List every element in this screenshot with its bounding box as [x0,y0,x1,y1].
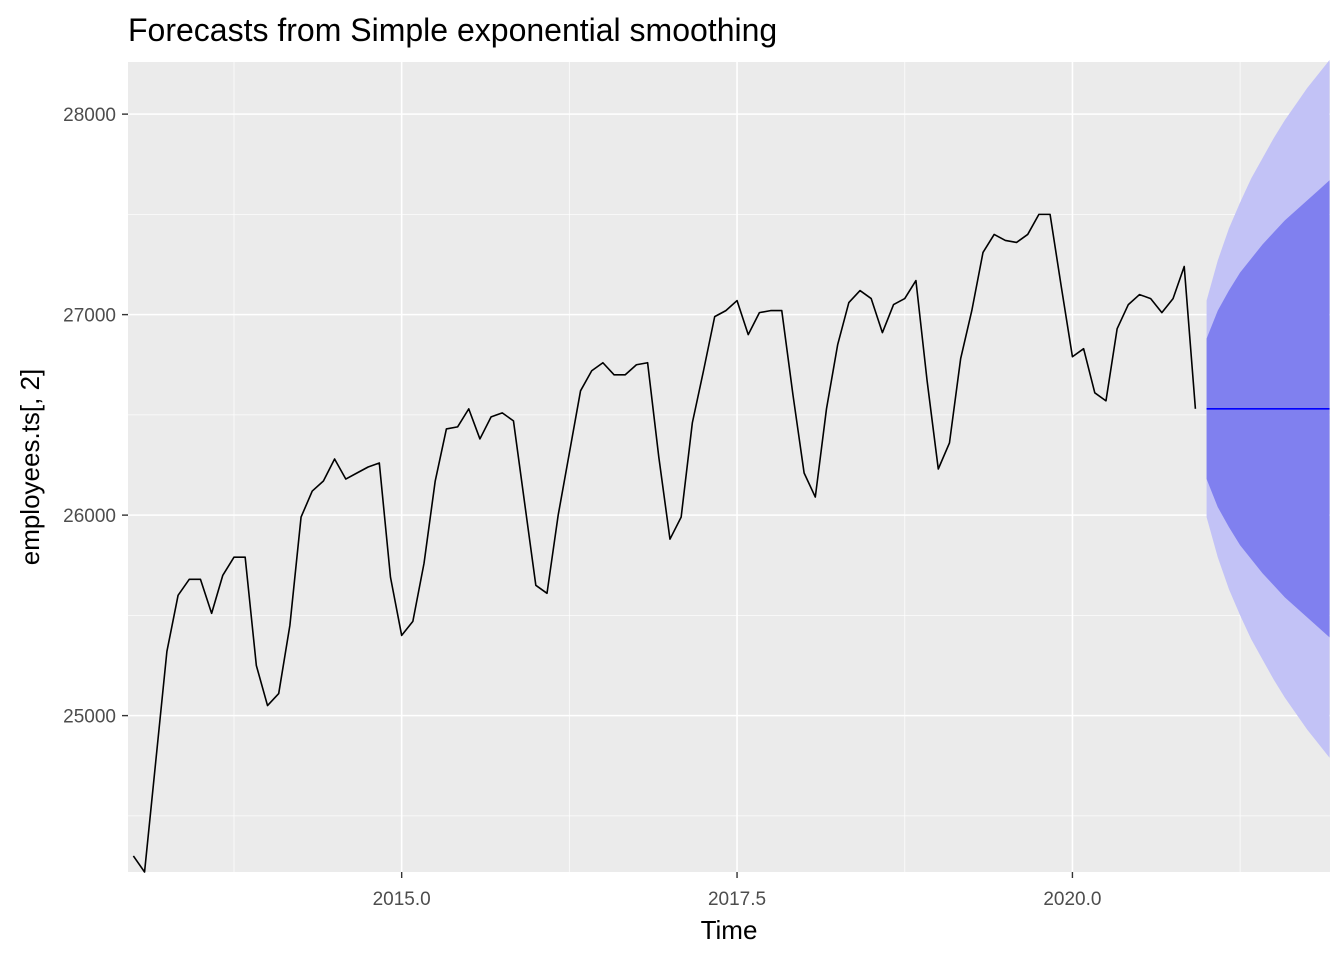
y-tick-label: 27000 [63,306,116,327]
y-tick-label: 25000 [63,707,116,728]
chart-title: Forecasts from Simple exponential smooth… [128,12,777,48]
minor-gridlines [128,62,1330,872]
series-lines [132,213,1330,873]
y-axis-title: employees.ts[, 2] [15,369,45,566]
axes: 2015.0 2017.5 2020.0 25000 26000 27000 28000 [63,105,1101,910]
plot-panel [128,62,1330,872]
x-tick-label: 2015.0 [373,889,431,910]
x-axis-title: Time [701,915,758,945]
x-tick-label: 2020.0 [1043,889,1101,910]
y-tick-label: 28000 [63,105,116,126]
major-gridlines [128,62,1330,872]
x-tick-label: 2017.5 [708,889,766,910]
y-tick-label: 26000 [63,506,116,527]
observed-series-line [132,213,1197,873]
